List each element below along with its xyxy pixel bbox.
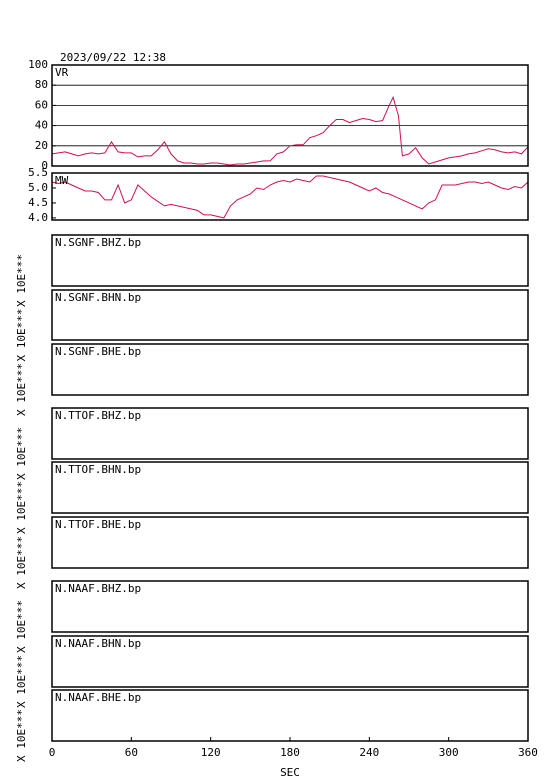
y-tick-label: 0 bbox=[41, 159, 48, 172]
y-axis-label: X 10E*** bbox=[15, 709, 28, 762]
x-tick-label: 60 bbox=[125, 746, 138, 759]
panel-label: N.TTOF.BHE.bp bbox=[55, 518, 141, 531]
panel-frame bbox=[51, 461, 529, 514]
x-axis-label: SEC bbox=[280, 766, 300, 779]
panel-label: N.NAAF.BHE.bp bbox=[55, 691, 141, 704]
x-tick-label: 300 bbox=[439, 746, 459, 759]
y-axis-label: X 10E*** bbox=[15, 363, 28, 416]
y-axis-label: X 10E*** bbox=[15, 309, 28, 362]
y-tick-label: 5.5 bbox=[28, 166, 48, 179]
panel-frame bbox=[51, 343, 529, 396]
data-line bbox=[51, 175, 529, 219]
y-axis-label: X 10E*** bbox=[15, 254, 28, 307]
timestamp: 2023/09/22 12:38 bbox=[60, 51, 166, 64]
x-tick-label: 180 bbox=[280, 746, 300, 759]
panel-frame bbox=[51, 580, 529, 633]
y-axis-label: X 10E*** bbox=[15, 655, 28, 708]
panel-frame bbox=[51, 516, 529, 569]
panel-frame bbox=[51, 635, 529, 688]
x-tick-label: 360 bbox=[518, 746, 538, 759]
y-tick-label: 100 bbox=[28, 58, 48, 71]
data-line bbox=[51, 95, 529, 166]
panel-label: N.NAAF.BHN.bp bbox=[55, 637, 141, 650]
y-axis-label: X 10E*** bbox=[15, 481, 28, 534]
panel-label: N.TTOF.BHN.bp bbox=[55, 463, 141, 476]
y-axis-label: X 10E*** bbox=[15, 427, 28, 480]
panel-frame bbox=[51, 64, 529, 167]
panel-frame bbox=[51, 407, 529, 460]
x-tick-label: 0 bbox=[49, 746, 56, 759]
panel-label: N.SGNF.BHE.bp bbox=[55, 345, 141, 358]
panel-frame bbox=[51, 234, 529, 287]
panel-label: N.NAAF.BHZ.bp bbox=[55, 582, 141, 595]
panel-label: N.TTOF.BHZ.bp bbox=[55, 409, 141, 422]
y-tick-label: 80 bbox=[35, 78, 48, 91]
panel-label: N.SGNF.BHZ.bp bbox=[55, 236, 141, 249]
y-tick-label: 40 bbox=[35, 119, 48, 132]
panel-label: VR bbox=[55, 66, 69, 79]
y-tick-label: 20 bbox=[35, 139, 48, 152]
y-axis-label: X 10E*** bbox=[15, 536, 28, 589]
x-tick-label: 120 bbox=[201, 746, 221, 759]
x-tick-label: 240 bbox=[359, 746, 379, 759]
y-tick-label: 4.5 bbox=[28, 196, 48, 209]
panel-frame bbox=[51, 172, 529, 221]
y-tick-label: 5.0 bbox=[28, 181, 48, 194]
y-tick-label: 4.0 bbox=[28, 211, 48, 224]
panel-label: MW bbox=[55, 174, 69, 187]
panel-label: N.SGNF.BHN.bp bbox=[55, 291, 141, 304]
y-axis-label: X 10E*** bbox=[15, 600, 28, 653]
y-tick-label: 60 bbox=[35, 98, 48, 111]
panel-frame bbox=[51, 289, 529, 341]
